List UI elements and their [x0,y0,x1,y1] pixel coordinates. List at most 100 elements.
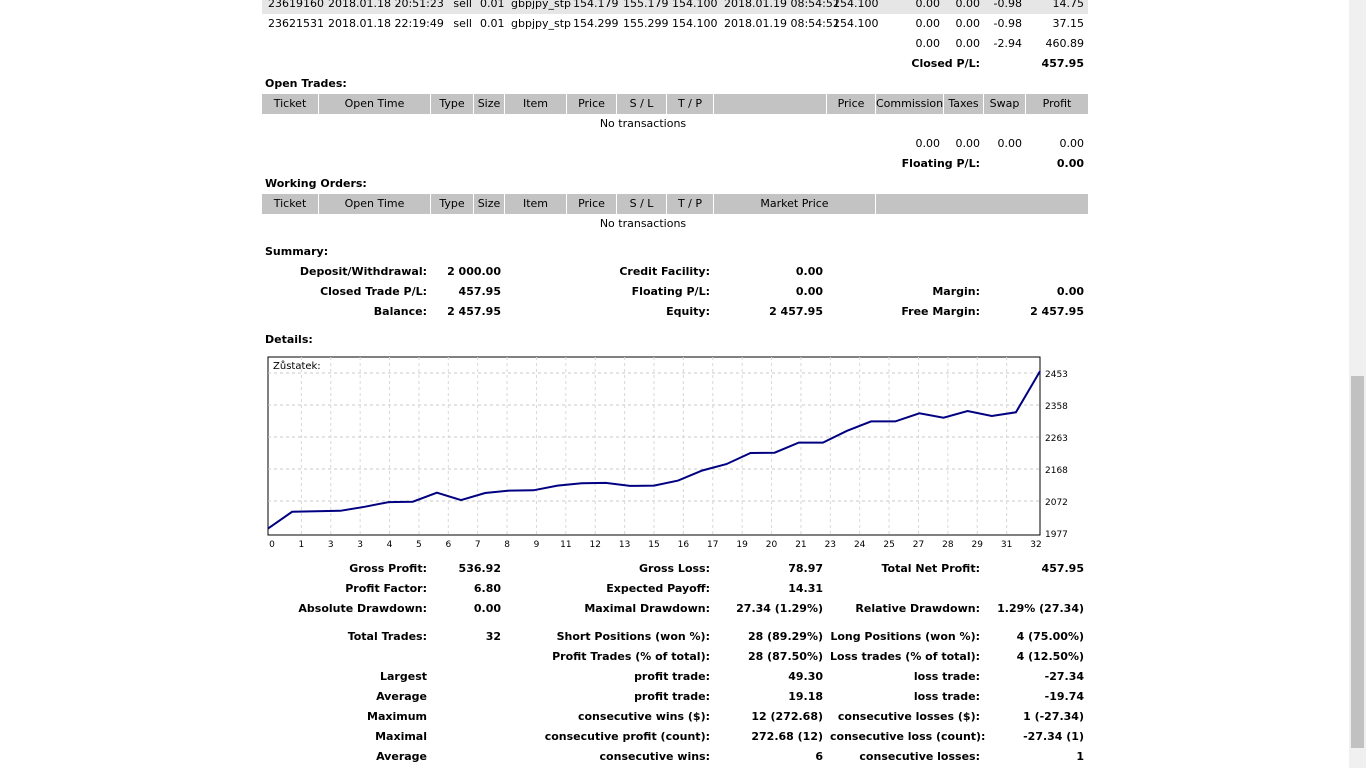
sl-cell: 155.179 [623,0,669,10]
closed-total-taxes: 0.00 [955,37,981,50]
y-tick-label: 2072 [1045,498,1068,508]
profit-trades-value: 28 (87.50%) [747,650,823,663]
balance-value: 2 457.95 [447,305,501,318]
col-open-time: Open Time [319,94,431,114]
largest-loss-label: loss trade: [913,670,980,683]
col-ticket: Ticket [262,194,319,214]
closed-total-swap: -2.94 [993,37,1022,50]
ticket-cell: 23619160 [268,0,324,10]
col-tp: T / P [667,94,714,114]
closed-total-commission: 0.00 [915,37,941,50]
item-cell: gbpjpy_stp [511,0,572,10]
x-tick-label: 4 [387,540,393,550]
col-taxes: Taxes [944,94,984,114]
floating-pl-summary-label: Floating P/L: [631,285,710,298]
ticket-cell: 23621531 [268,17,324,30]
col-type: Type [431,94,474,114]
summary-title: Summary: [265,245,329,258]
y-axis-ticks: 2453 2358 2263 2168 2072 1977 [1045,370,1068,540]
x-tick-label: 3 [328,540,334,550]
profit-trades-label: Profit Trades (% of total): [552,650,710,663]
equity-label: Equity: [666,305,710,318]
tp-cell: 154.100 [672,0,718,10]
largest-loss-value: -27.34 [1044,670,1084,683]
x-tick-label: 27 [913,540,924,550]
equity-value: 2 457.95 [769,305,823,318]
gross-profit-label: Gross Profit: [349,562,427,575]
closed-pl-value: 457.95 [1041,57,1084,70]
loss-trades-label: Loss trades (% of total): [830,650,981,663]
gross-profit-value: 536.92 [458,562,501,575]
profit-factor-label: Profit Factor: [345,582,427,595]
open-time-cell: 2018.01.18 22:19:49 [328,17,444,30]
table-row: 23621531 2018.01.18 22:19:49 sell 0.01 g… [262,14,1088,34]
absolute-drawdown-value: 0.00 [473,602,501,615]
type-cell: sell [453,17,472,30]
avg-cons-losses-value: 1 [1076,750,1084,763]
swap-cell: -0.98 [993,17,1022,30]
price-cell: 154.299 [573,17,619,30]
free-margin-label: Free Margin: [901,305,980,318]
col-profit: Profit [1042,97,1072,110]
col-size: Size [474,194,505,214]
margin-value: 0.00 [1056,285,1084,298]
col-item: Item [505,194,567,214]
chart-title: Zůstatek: [273,360,321,372]
average-profit-value: 19.18 [788,690,823,703]
x-tick-label: 15 [648,540,659,550]
col-market-price: Market Price [714,194,876,214]
closed-total-profit: 460.89 [1045,37,1085,50]
price-cell: 154.179 [573,0,619,10]
long-positions-label: Long Positions (won %): [830,630,980,643]
x-tick-label: 1 [299,540,305,550]
x-tick-label: 31 [1001,540,1012,550]
maximal-cons-profit-value: 272.68 (12) [751,730,823,743]
col-commission: Commission [876,94,944,114]
x-tick-label: 9 [534,540,540,550]
expected-payoff-value: 14.31 [788,582,823,595]
close-time-cell: 2018.01.19 08:54:52 [724,17,840,30]
relative-drawdown-value: 1.29% (27.34) [997,602,1084,615]
max-cons-losses-value: 1 (-27.34) [1023,710,1084,723]
deposit-label: Deposit/Withdrawal: [299,265,427,278]
floating-pl-label: Floating P/L: [901,157,980,170]
col-open-time: Open Time [319,194,431,214]
maximal-cons-loss-label: consecutive loss (count): [830,730,986,743]
col-item: Item [505,94,567,114]
largest-profit-value: 49.30 [788,670,823,683]
avg-cons-losses-label: consecutive losses: [859,750,980,763]
working-orders-empty: No transactions [599,217,687,230]
x-axis-ticks: 0 1 3 3 4 5 6 7 8 9 11 12 13 15 16 17 19 20 21 23 24 25 27 28 29… [269,540,1042,550]
profit-factor-value: 6.80 [473,582,501,595]
col-price: Price [567,194,617,214]
col-type: Type [431,194,474,214]
col-swap: Swap [984,94,1026,114]
type-cell: sell [453,0,472,10]
open-total-taxes: 0.00 [955,137,981,150]
credit-label: Credit Facility: [619,265,710,278]
size-cell: 0.01 [480,17,505,30]
absolute-drawdown-label: Absolute Drawdown: [298,602,427,615]
max-cons-wins-label: consecutive wins ($): [577,710,710,723]
swap-cell: -0.98 [993,0,1022,10]
x-tick-label: 13 [619,540,630,550]
x-tick-label: 8 [504,540,510,550]
maximal-drawdown-label: Maximal Drawdown: [584,602,710,615]
close-time-cell: 2018.01.19 08:54:52 [724,0,840,10]
scrollbar-thumb[interactable] [1351,376,1364,748]
commission-cell: 0.00 [915,0,941,10]
relative-drawdown-label: Relative Drawdown: [855,602,980,615]
x-tick-label: 28 [942,540,954,550]
col-price: Price [567,94,617,114]
x-tick-label: 17 [707,540,718,550]
col-blank [714,94,827,114]
maximal-cons-loss-value: -27.34 (1) [1023,730,1084,743]
balance-label: Balance: [373,305,427,318]
profit-cell: 37.15 [1052,17,1085,30]
col-blank [876,194,1088,214]
chart-plot-area [267,356,1041,536]
working-orders-title: Working Orders: [265,177,367,190]
x-tick-label: 25 [883,540,894,550]
x-tick-label: 0 [269,540,275,550]
col-sl: S / L [617,94,667,114]
